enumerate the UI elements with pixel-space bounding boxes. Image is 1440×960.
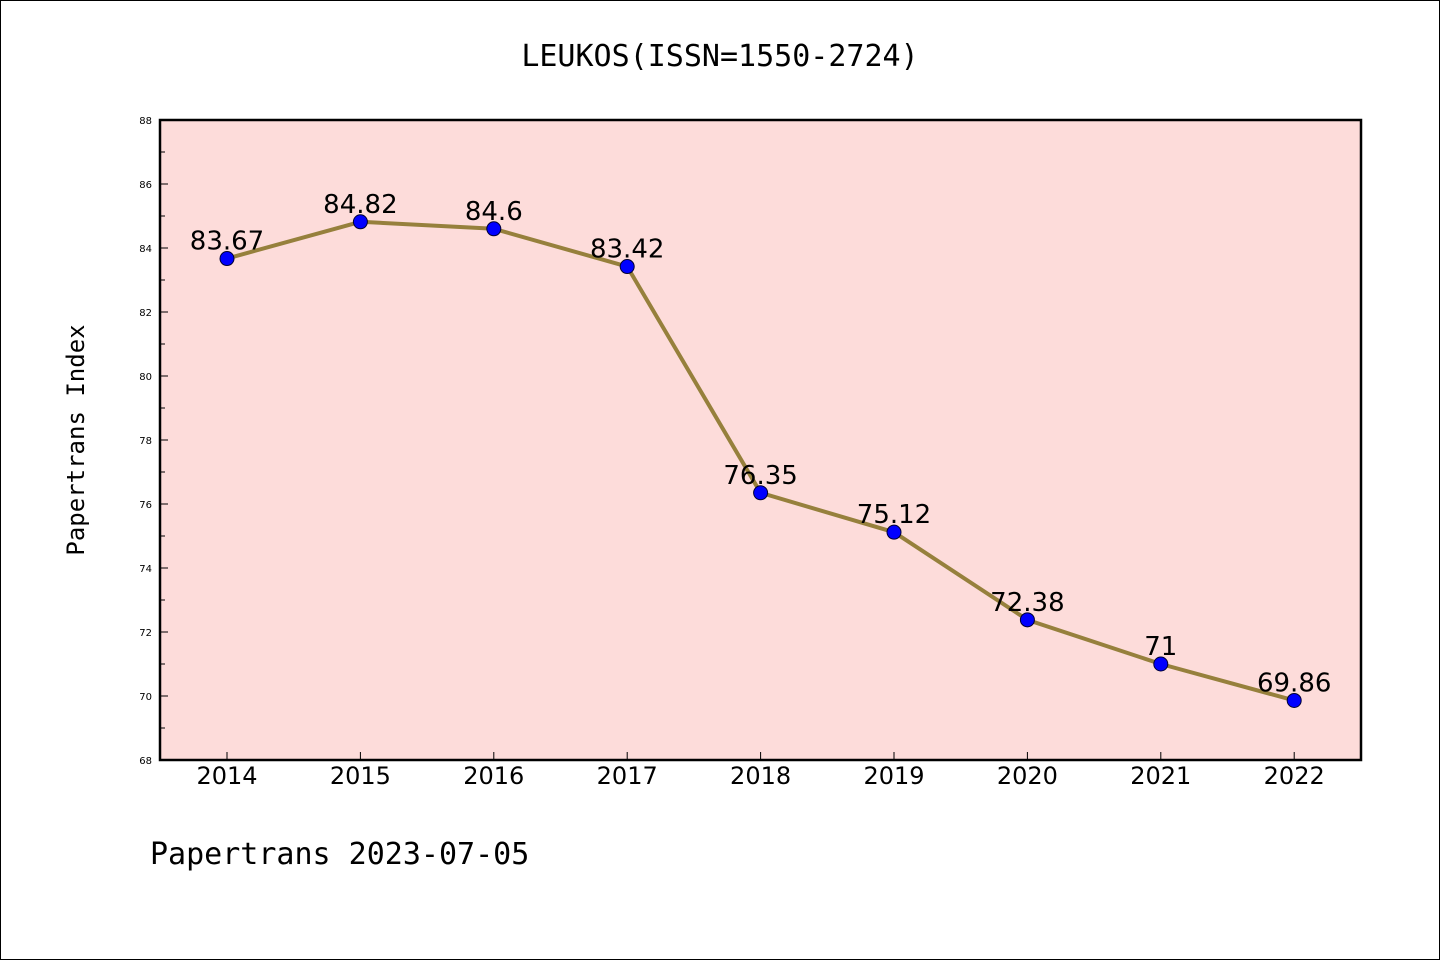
y-tick-label: 80 <box>139 372 152 383</box>
x-tick-label: 2021 <box>1130 762 1191 790</box>
x-tick-label: 2022 <box>1264 762 1325 790</box>
data-point <box>753 485 769 501</box>
y-tick-label: 86 <box>139 180 152 191</box>
y-tick-label: 72 <box>139 628 152 639</box>
data-label: 83.67 <box>190 227 264 257</box>
data-point <box>352 214 368 230</box>
y-tick-label: 70 <box>139 692 152 703</box>
x-tick-label: 2014 <box>196 762 257 790</box>
x-tick-label: 2020 <box>997 762 1058 790</box>
y-tick-label: 82 <box>139 308 152 319</box>
x-tick-label: 2017 <box>597 762 658 790</box>
footer-text: Papertrans 2023-07-05 <box>150 837 529 872</box>
data-markers <box>219 214 1302 708</box>
data-point <box>219 251 235 267</box>
data-label: 72.38 <box>990 588 1064 618</box>
data-label: 83.42 <box>590 235 664 265</box>
y-tick-label: 88 <box>139 116 152 127</box>
data-label: 75.12 <box>857 500 931 530</box>
plot-border <box>158 118 1363 762</box>
data-labels: 83.67 84.82 84.6 83.42 76.35 75.12 72.38 71 69.8… <box>190 190 1332 699</box>
x-tick-marks <box>226 752 1295 760</box>
x-tick-label: 2016 <box>463 762 524 790</box>
y-tick-label: 74 <box>139 564 152 575</box>
data-label: 84.6 <box>465 197 523 227</box>
data-label: 69.86 <box>1257 668 1331 698</box>
y-tick-labels: 68 70 72 74 76 78 80 82 84 86 88 <box>139 116 152 767</box>
data-label: 84.82 <box>323 190 397 220</box>
data-point <box>619 259 635 275</box>
x-tick-label: 2015 <box>330 762 391 790</box>
chart-title: LEUKOS(ISSN=1550-2724) <box>521 39 918 74</box>
y-tick-label: 84 <box>139 244 152 255</box>
data-point <box>1153 656 1169 672</box>
y-tick-label: 76 <box>139 500 152 511</box>
data-point <box>486 221 502 237</box>
data-point <box>1019 612 1035 628</box>
x-tick-labels: 2014 2015 2016 2017 2018 2019 2020 2021 2022 <box>196 762 1324 790</box>
data-point <box>1286 692 1302 708</box>
y-axis-label: Papertrans Index <box>62 324 90 555</box>
data-label: 71 <box>1144 632 1177 662</box>
x-tick-label: 2018 <box>730 762 791 790</box>
y-tick-label: 78 <box>139 436 152 447</box>
x-tick-label: 2019 <box>863 762 924 790</box>
y-tick-label: 68 <box>139 756 152 767</box>
data-point <box>886 524 902 540</box>
data-label: 76.35 <box>723 461 797 491</box>
